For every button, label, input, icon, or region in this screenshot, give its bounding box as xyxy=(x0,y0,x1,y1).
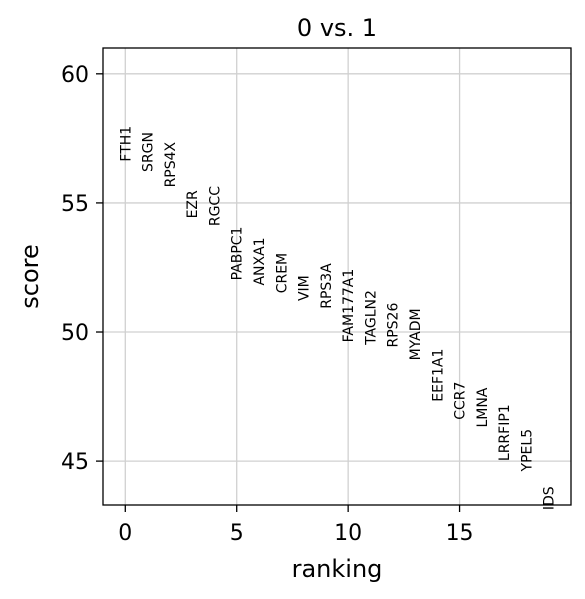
gene-label: RPS26 xyxy=(386,303,402,348)
gene-label: LMNA xyxy=(475,387,491,427)
gene-label: FTH1 xyxy=(118,126,134,162)
gene-label: CCR7 xyxy=(453,382,469,420)
gene-label: EZR xyxy=(185,190,201,218)
gene-label: MYADM xyxy=(408,308,424,360)
y-tick-label: 45 xyxy=(61,450,89,475)
y-tick-label: 60 xyxy=(61,63,89,88)
x-tick-label: 0 xyxy=(118,521,132,546)
gene-label: CREM xyxy=(274,253,290,293)
gene-labels: FTH1 SRGN RPS4X EZR RGCC PABPC1 ANXA1 CREM VIM RP… xyxy=(118,126,557,510)
y-tick-label: 55 xyxy=(61,192,89,217)
gene-label: LRRFIP1 xyxy=(497,404,513,461)
gene-label: TAGLN2 xyxy=(363,290,379,346)
gene-label: RGCC xyxy=(207,186,223,226)
axis-ticks: 0 5 10 15 45 50 55 60 xyxy=(61,63,474,546)
y-tick-label: 50 xyxy=(61,321,89,346)
gene-label: YPEL5 xyxy=(519,429,535,473)
gene-label: ANXA1 xyxy=(252,237,268,285)
gene-label: EEF1A1 xyxy=(430,349,446,402)
x-tick-label: 5 xyxy=(230,521,244,546)
gene-label: VIM xyxy=(297,275,313,301)
y-axis-label: score xyxy=(16,244,44,309)
gene-label: SRGN xyxy=(141,132,157,172)
gene-label: RPS3A xyxy=(319,263,335,309)
grid-lines xyxy=(103,48,571,505)
gene-label: IDS xyxy=(542,486,558,510)
gene-label: FAM177A1 xyxy=(341,269,357,343)
x-tick-label: 10 xyxy=(334,521,362,546)
gene-label: RPS4X xyxy=(163,141,179,187)
plot-frame xyxy=(102,47,572,506)
x-tick-label: 15 xyxy=(446,521,474,546)
x-axis-label: ranking xyxy=(292,555,383,583)
chart-title: 0 vs. 1 xyxy=(297,14,377,42)
gene-label: PABPC1 xyxy=(230,227,246,281)
